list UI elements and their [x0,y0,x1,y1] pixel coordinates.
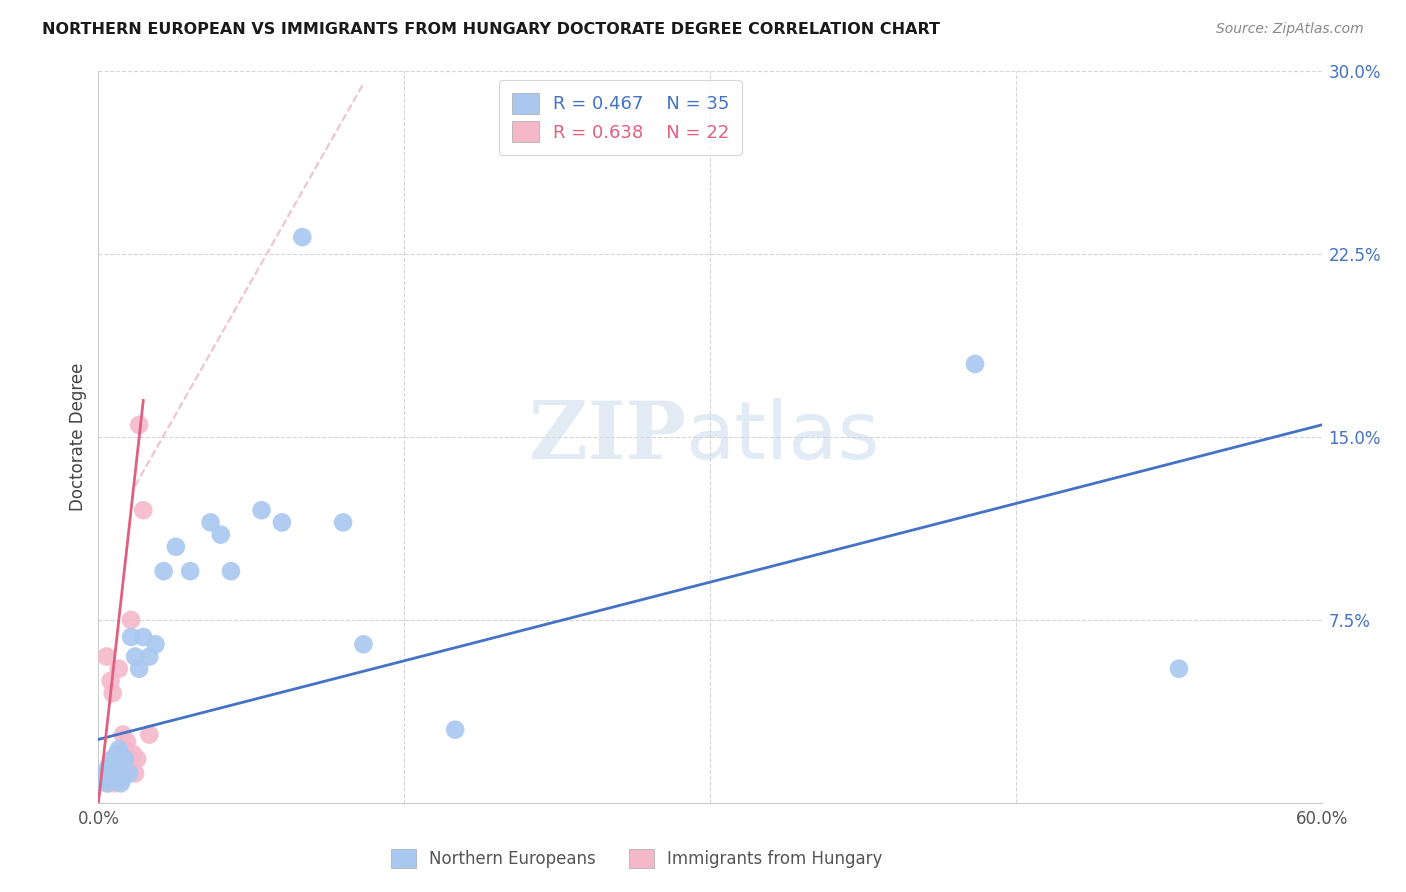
Point [200,516,222,530]
Y-axis label: Doctorate Degree: Doctorate Degree [69,363,87,511]
Point [132,630,155,644]
Point [132,503,155,517]
Point [291,230,314,244]
Point [108,742,131,756]
Point [444,723,467,737]
Point [122,747,145,761]
Point [118,766,141,780]
Point [127,752,149,766]
Text: NORTHERN EUROPEAN VS IMMIGRANTS FROM HUNGARY DOCTORATE DEGREE CORRELATION CHART: NORTHERN EUROPEAN VS IMMIGRANTS FROM HUN… [42,22,941,37]
Point [1167,662,1189,676]
Point [100,772,122,786]
Point [97,776,120,790]
Text: ZIP: ZIP [529,398,686,476]
Point [124,649,146,664]
Point [124,766,146,780]
Text: atlas: atlas [686,398,880,476]
Point [104,759,127,773]
Point [93,766,115,780]
Point [108,662,131,676]
Point [165,540,187,554]
Legend: Northern Europeans, Immigrants from Hungary: Northern Europeans, Immigrants from Hung… [384,842,890,875]
Point [128,662,150,676]
Point [114,752,136,766]
Point [120,613,142,627]
Point [965,357,987,371]
Point [115,735,138,749]
Point [110,752,132,766]
Point [101,766,124,780]
Point [138,649,160,664]
Point [352,637,374,651]
Point [209,527,232,541]
Point [93,766,115,780]
Point [96,649,118,664]
Point [111,772,134,786]
Point [332,516,354,530]
Point [128,417,150,432]
Point [118,759,141,773]
Point [100,673,122,688]
Point [101,686,124,700]
Point [96,776,118,790]
Point [120,630,142,644]
Point [250,503,273,517]
Point [145,637,167,651]
Point [101,752,124,766]
Point [179,564,201,578]
Point [105,766,128,780]
Point [91,772,114,786]
Point [91,772,114,786]
Point [114,742,136,756]
Point [111,727,134,741]
Point [108,772,131,786]
Point [152,564,174,578]
Point [138,727,160,741]
Point [219,564,242,578]
Point [110,776,132,790]
Point [270,516,294,530]
Point [104,776,127,790]
Point [108,772,131,786]
Text: Source: ZipAtlas.com: Source: ZipAtlas.com [1216,22,1364,37]
Point [97,759,120,773]
Point [105,747,128,761]
